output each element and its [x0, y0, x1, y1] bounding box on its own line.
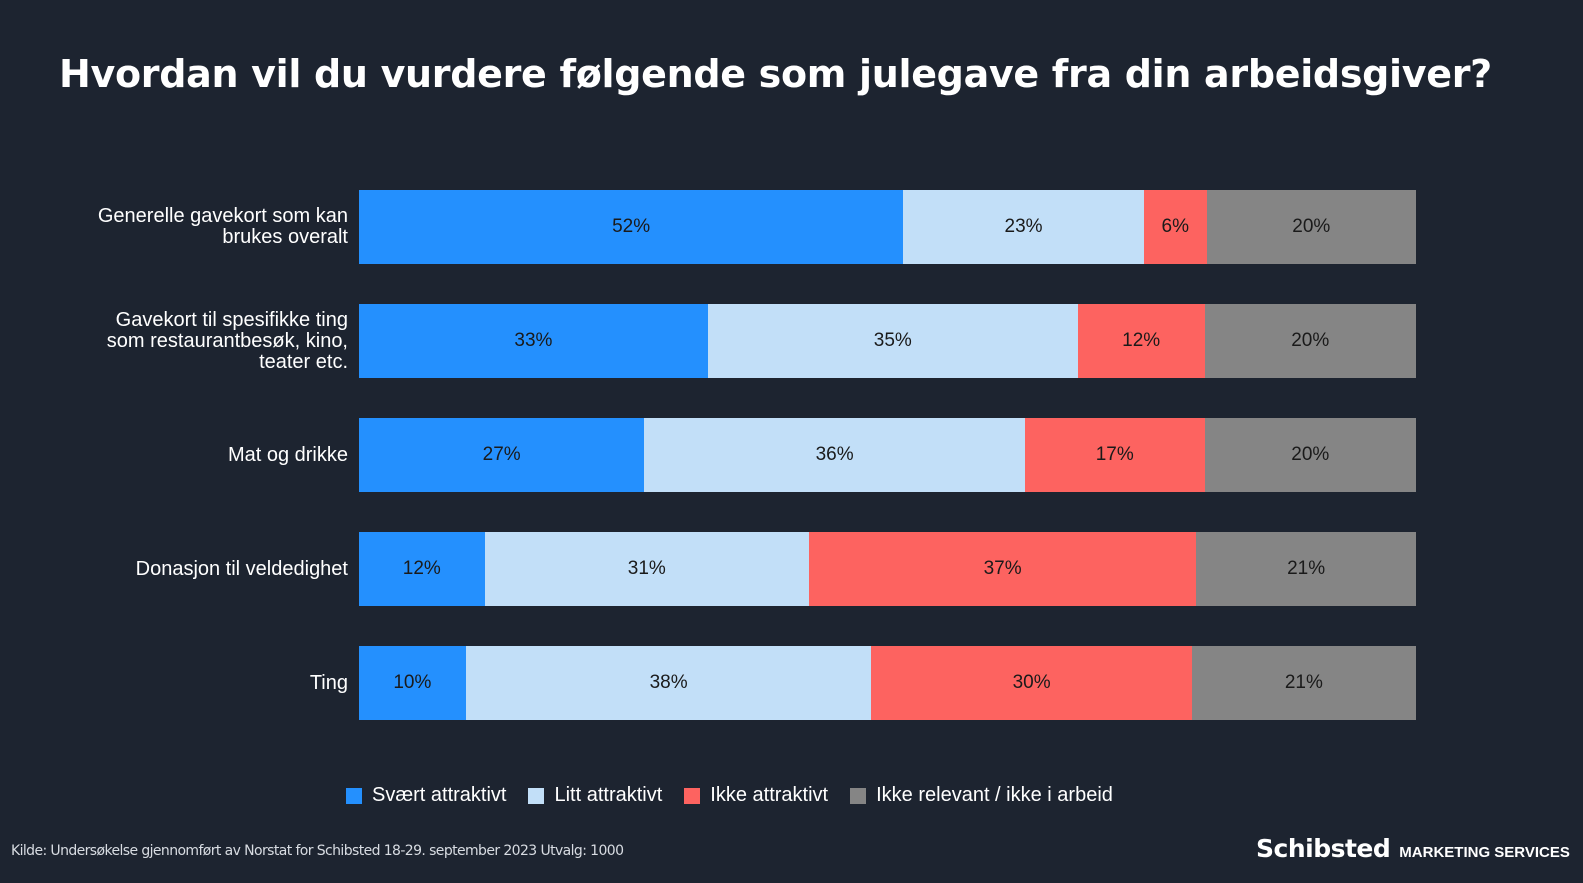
- category-label-line: Gavekort til spesifikke ting: [115, 308, 348, 331]
- legend-swatch: [346, 787, 362, 804]
- data-label: 20%: [1291, 444, 1330, 465]
- bar-segment: 31%: [484, 532, 809, 606]
- data-label: 20%: [1291, 330, 1330, 351]
- data-label: 35%: [873, 330, 912, 351]
- data-label: 33%: [514, 330, 553, 351]
- category-label: Donasjon til veldedighet: [0, 532, 348, 606]
- bar-segment: 30%: [871, 646, 1192, 720]
- bar-row: 12% 31% 37% 21%: [359, 532, 1416, 606]
- bar-segment: 12%: [1077, 304, 1205, 378]
- category-label-line: som restaurantbesøk, kino,: [106, 329, 348, 352]
- data-label: 30%: [1012, 672, 1051, 693]
- bar-segment: 35%: [707, 304, 1078, 378]
- category-label-line: teater etc.: [259, 350, 348, 373]
- bar-segment: 21%: [1196, 532, 1416, 606]
- bar-segment: 6%: [1143, 190, 1207, 264]
- legend-label: Ikke attraktivt: [710, 784, 829, 806]
- data-label: 12%: [1122, 330, 1161, 351]
- category-label: Mat og drikke: [0, 418, 348, 492]
- category-label-line: Mat og drikke: [227, 443, 348, 466]
- bar-segment: 10%: [359, 646, 466, 720]
- bar-segment: 27%: [359, 418, 645, 492]
- data-label: 27%: [482, 444, 521, 465]
- bar-segment: 23%: [903, 190, 1144, 264]
- bar-row: 33% 35% 12% 20%: [359, 304, 1416, 378]
- legend-item: Litt attraktivt: [528, 784, 662, 807]
- legend-item: Svært attraktivt: [346, 784, 506, 807]
- legend-label: Svært attraktivt: [372, 784, 507, 806]
- bar-row: 52% 23% 6% 20%: [359, 190, 1416, 264]
- bar-segment: 52%: [359, 190, 904, 264]
- schibsted-logo: Schibsted MARKETING SERVICES: [1256, 834, 1570, 863]
- bar-segment: 12%: [359, 532, 485, 606]
- legend-swatch: [850, 787, 867, 804]
- data-label: 36%: [815, 444, 854, 465]
- legend-label: Litt attraktivt: [554, 784, 663, 806]
- bar-segment: 37%: [809, 532, 1197, 606]
- legend-swatch: [528, 787, 545, 804]
- category-label-line: Donasjon til veldedighet: [135, 557, 348, 580]
- data-label: 17%: [1095, 444, 1134, 465]
- data-label: 31%: [627, 558, 666, 579]
- category-label-line: brukes overalt: [222, 226, 348, 248]
- data-label: 21%: [1284, 672, 1323, 693]
- data-label: 38%: [649, 672, 688, 693]
- category-label-line: Generelle gavekort som kan: [97, 205, 348, 227]
- legend-label: Ikke relevant / ikke i arbeid: [876, 784, 1113, 806]
- bar-segment: 21%: [1191, 646, 1416, 720]
- category-label: Gavekort til spesifikke ting som restaura…: [0, 304, 348, 378]
- bar-segment: 20%: [1204, 304, 1416, 378]
- category-label: Ting: [0, 646, 348, 720]
- data-label: 12%: [402, 558, 441, 579]
- data-label: 52%: [612, 216, 651, 237]
- bar-row: 27% 36% 17% 20%: [359, 418, 1416, 492]
- data-label: 37%: [983, 558, 1022, 579]
- data-label: 20%: [1292, 216, 1331, 237]
- bar-segment: 20%: [1204, 418, 1416, 492]
- data-label: 21%: [1287, 558, 1326, 579]
- legend-swatch: [684, 787, 701, 804]
- bar-segment: 17%: [1024, 418, 1205, 492]
- logo-main: Schibsted: [1256, 834, 1391, 863]
- bar-segment: 38%: [465, 646, 872, 720]
- source-note: Kilde: Undersøkelse gjennomført av Norst…: [11, 843, 624, 859]
- legend-item: Ikke relevant / ikke i arbeid: [850, 784, 1113, 807]
- category-label: Generelle gavekort som kan brukes overalt: [0, 190, 348, 264]
- data-label: 6%: [1161, 216, 1189, 237]
- bar-row: 10% 38% 30% 21%: [359, 646, 1416, 720]
- data-label: 23%: [1004, 216, 1043, 237]
- data-label: 10%: [393, 672, 432, 693]
- legend: Svært attraktivt Litt attraktivt Ikke attr…: [346, 784, 1113, 807]
- legend-item: Ikke attraktivt: [684, 784, 828, 807]
- category-label-line: Ting: [309, 671, 348, 694]
- chart-title: Hvordan vil du vurdere følgende som jule…: [59, 52, 1492, 96]
- bar-segment: 33%: [359, 304, 708, 378]
- bar-segment: 36%: [644, 418, 1025, 492]
- bar-segment: 20%: [1206, 190, 1416, 264]
- logo-sub: MARKETING SERVICES: [1399, 844, 1570, 861]
